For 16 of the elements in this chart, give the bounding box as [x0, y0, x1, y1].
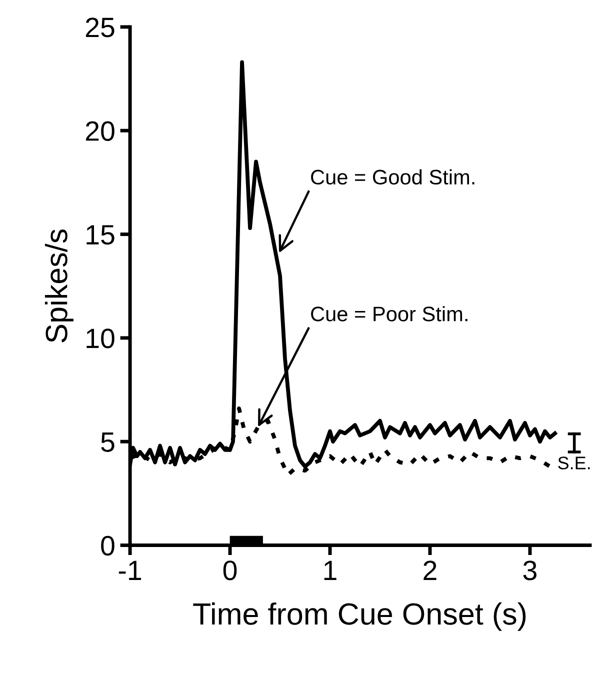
y-tick-label: 5 — [101, 432, 114, 452]
x-tick-label: -1 — [118, 560, 142, 580]
x-tick-label: 2 — [424, 560, 436, 580]
annotation: Cue = Good Stim. — [311, 169, 474, 185]
y-tick-label: 0 — [101, 536, 114, 556]
annotation: Cue = Poor Stim. — [311, 306, 468, 322]
x-tick-label: 3 — [523, 560, 536, 580]
y-tick-label: 20 — [86, 121, 114, 141]
x-tick-label: 0 — [223, 560, 237, 580]
x-tick-label: 1 — [324, 560, 336, 580]
y-tick-label: 10 — [86, 328, 114, 348]
y-axis-title: Spikes/s — [44, 229, 74, 342]
annotation: S.E. — [558, 456, 590, 470]
y-tick-label: 15 — [86, 225, 114, 245]
x-axis-title: Time from Cue Onset (s) — [193, 602, 526, 631]
y-tick-label: 25 — [86, 18, 114, 38]
